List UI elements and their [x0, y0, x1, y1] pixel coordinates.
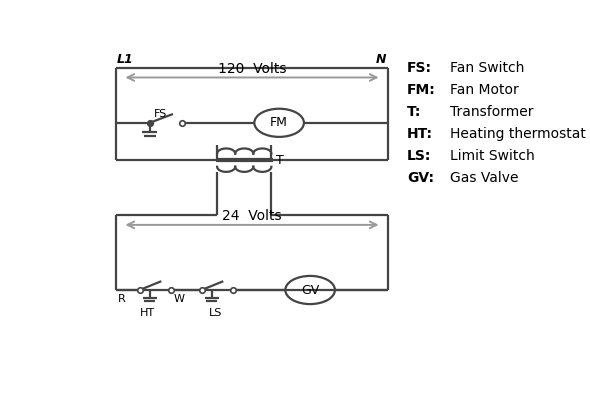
Text: GV:: GV: [407, 171, 434, 185]
Text: T:: T: [407, 105, 421, 119]
Text: Limit Switch: Limit Switch [450, 149, 535, 163]
Text: Heating thermostat: Heating thermostat [450, 127, 585, 141]
Text: T: T [276, 154, 284, 167]
Text: R: R [118, 294, 126, 304]
Text: L1: L1 [116, 53, 133, 66]
Text: LS: LS [209, 308, 222, 318]
Text: Fan Motor: Fan Motor [450, 83, 519, 97]
Text: Fan Switch: Fan Switch [450, 61, 524, 75]
Text: Gas Valve: Gas Valve [450, 171, 518, 185]
Text: W: W [173, 294, 185, 304]
Text: 24  Volts: 24 Volts [222, 209, 282, 223]
Text: N: N [376, 53, 386, 66]
Text: FS: FS [153, 109, 167, 119]
Text: HT:: HT: [407, 127, 433, 141]
Text: HT: HT [140, 308, 155, 318]
Text: FS:: FS: [407, 61, 432, 75]
Text: FM:: FM: [407, 83, 436, 97]
Text: GV: GV [301, 284, 319, 296]
Text: Transformer: Transformer [450, 105, 533, 119]
Text: FM: FM [270, 116, 288, 129]
Text: 120  Volts: 120 Volts [218, 62, 286, 76]
Text: LS:: LS: [407, 149, 431, 163]
